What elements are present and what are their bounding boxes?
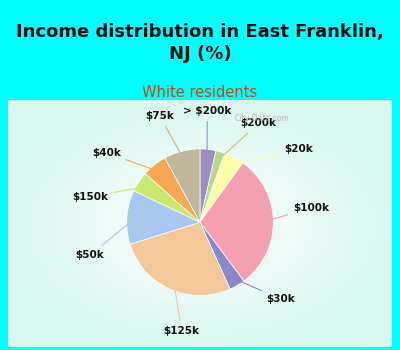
Text: $200k: $200k [220,118,277,159]
Wedge shape [145,158,200,222]
Wedge shape [127,191,200,244]
Wedge shape [134,174,200,222]
Wedge shape [200,151,225,222]
Text: $100k: $100k [267,203,329,221]
Wedge shape [200,222,244,289]
Wedge shape [200,153,243,222]
Text: > $200k: > $200k [183,106,232,155]
Wedge shape [165,149,200,222]
Text: $125k: $125k [164,284,200,336]
Text: $75k: $75k [145,111,183,158]
Text: $20k: $20k [233,144,313,164]
Wedge shape [200,149,216,222]
Text: $40k: $40k [92,148,157,171]
Text: $50k: $50k [76,219,134,260]
Text: $30k: $30k [235,279,295,304]
Text: $150k: $150k [72,187,144,202]
Wedge shape [130,222,230,295]
Text: City-Data.com: City-Data.com [235,114,290,123]
Text: White residents: White residents [142,85,258,100]
Wedge shape [200,163,273,281]
Text: Income distribution in East Franklin,
NJ (%): Income distribution in East Franklin, NJ… [16,23,384,63]
